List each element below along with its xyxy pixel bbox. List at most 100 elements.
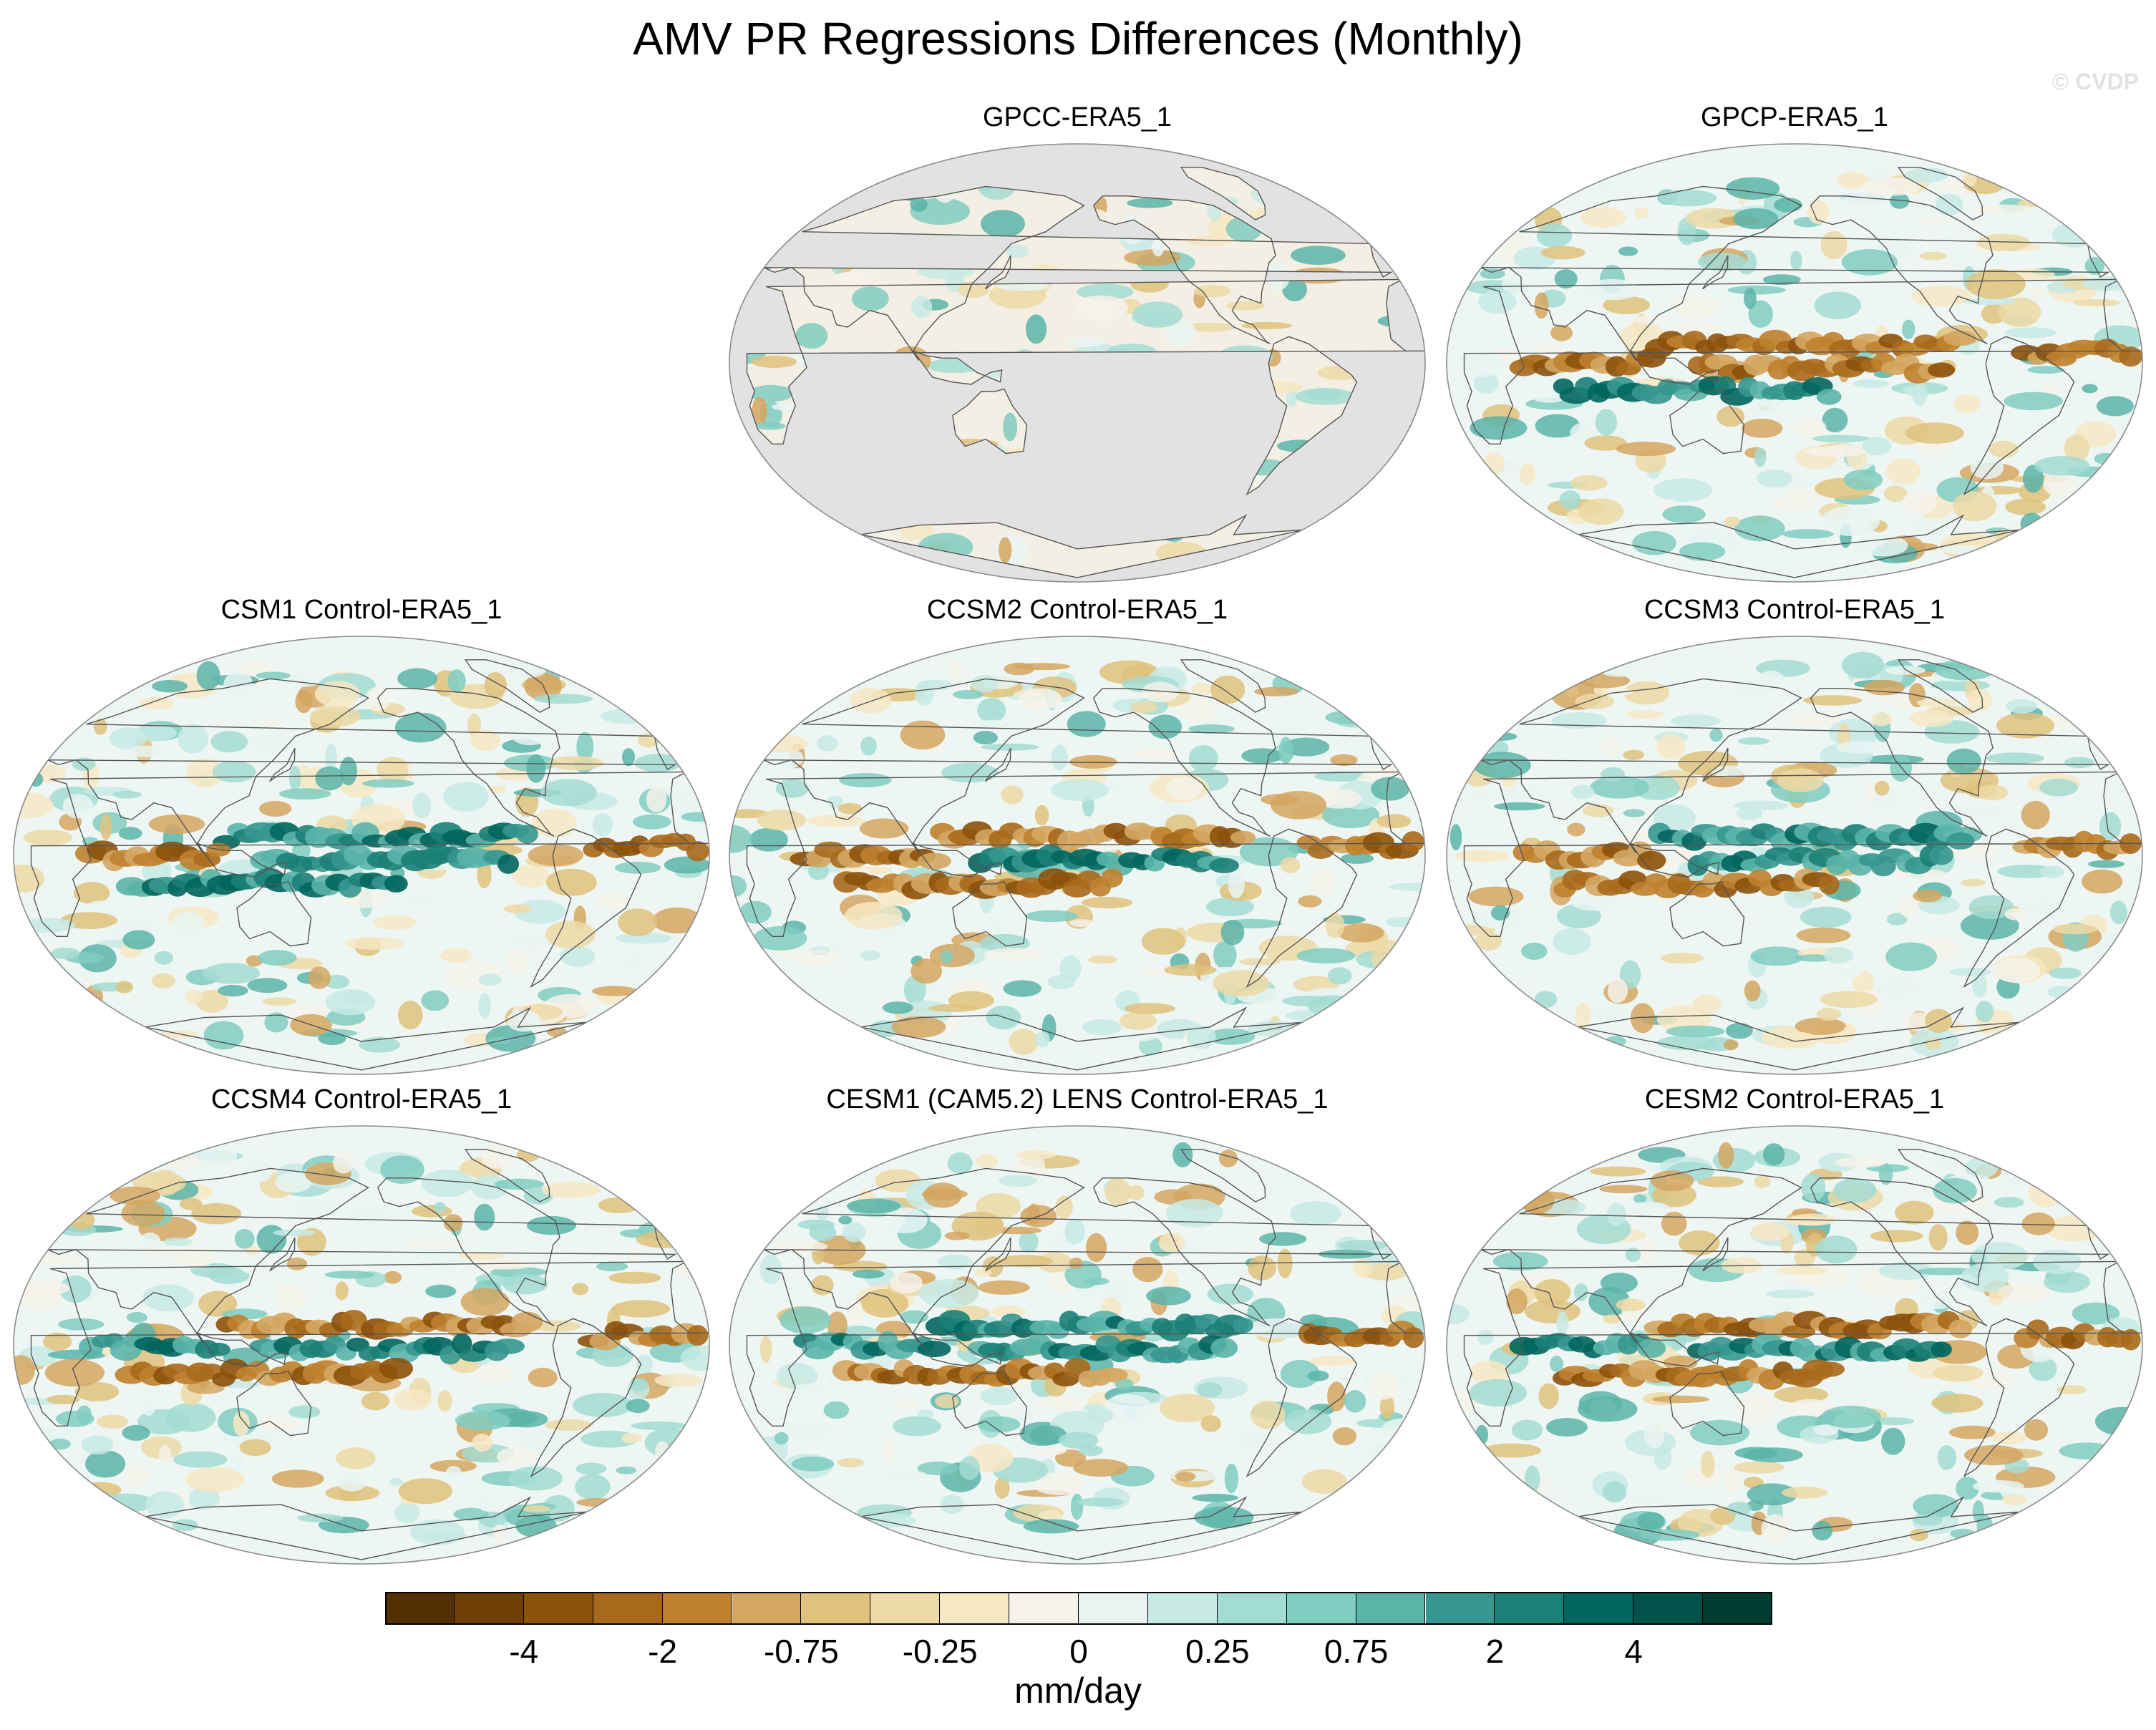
coastline-australia — [236, 880, 312, 947]
colorbar-tick-label: 2 — [1485, 1633, 1505, 1670]
coastline-samerica — [530, 828, 642, 988]
colorbar-swatch — [940, 1592, 1010, 1625]
precip-field — [14, 1142, 709, 1545]
coastlines — [1463, 659, 2142, 1071]
colorbar-swatch — [1286, 1592, 1356, 1625]
coastline-greenland — [1180, 1149, 1266, 1202]
coastlines — [1463, 167, 2142, 578]
coastline-australia — [1669, 1370, 1745, 1437]
coastline-samerica — [1963, 336, 2075, 496]
coastline-japan — [1702, 1237, 1729, 1272]
coastline-greenland — [1180, 167, 1266, 220]
colorbar-swatch — [1079, 1592, 1148, 1625]
colorbar-tick-label: 0 — [1069, 1633, 1088, 1670]
panel-title: CCSM2 Control-ERA5_1 — [926, 595, 1228, 625]
coastline-indonesia — [1628, 349, 1720, 385]
map-border — [1446, 1125, 2143, 1565]
coastline-indonesia — [195, 1331, 287, 1367]
coastline-namerica — [1810, 195, 1994, 344]
colorbar-swatch — [1147, 1592, 1218, 1625]
coastline-japan — [985, 1237, 1011, 1272]
colorbar-swatch — [870, 1592, 941, 1625]
colorbar-swatch — [662, 1592, 732, 1625]
coastline-greenland — [1180, 659, 1266, 713]
coastline-greenland — [1897, 659, 1983, 713]
colorbar-swatch — [523, 1592, 593, 1625]
map-panel-ccsm3: CCSM3 Control-ERA5_1 — [1440, 594, 2149, 1081]
coastline-antarctica — [860, 514, 1304, 578]
coastline-greenland — [464, 1149, 550, 1202]
world-map — [1446, 143, 2143, 583]
coastlines — [30, 1149, 709, 1560]
coastline-namerica — [1092, 688, 1276, 837]
coastlines — [30, 659, 709, 1071]
map-border — [1446, 143, 2143, 583]
map-border — [729, 636, 1426, 1075]
coastline-greenland — [1897, 1149, 1983, 1202]
colorbar-tick-label: -0.25 — [902, 1633, 978, 1670]
colorbar — [385, 1592, 1772, 1626]
coastline-antarctica — [1578, 1496, 2021, 1560]
colorbar-swatch — [454, 1592, 524, 1625]
colorbar-tick-label: 0.75 — [1324, 1633, 1389, 1670]
coastline-eurasia — [47, 678, 677, 854]
coastline-japan — [269, 1237, 296, 1272]
colorbar-tick-label: 4 — [1624, 1633, 1643, 1670]
world-map — [1446, 1125, 2143, 1565]
coastline-antarctica — [1578, 1006, 2021, 1071]
colorbar-swatch — [1495, 1592, 1565, 1625]
coastline-australia — [1669, 388, 1745, 455]
colorbar-units: mm/day — [1014, 1671, 1142, 1711]
coastlines — [746, 659, 1425, 1071]
coastline-namerica — [377, 688, 560, 837]
coastline-namerica — [1810, 688, 1994, 837]
world-map — [13, 636, 710, 1075]
coastline-africa — [30, 771, 709, 937]
colorbar-tick-label: -0.75 — [763, 1633, 839, 1670]
coastline-japan — [985, 747, 1011, 782]
panel-title: GPCC-ERA5_1 — [983, 102, 1172, 132]
coastline-indonesia — [1628, 1331, 1720, 1367]
precip-field — [1456, 164, 2142, 564]
colorbar-swatch — [1009, 1592, 1079, 1625]
coastline-samerica — [1963, 1318, 2075, 1478]
coastline-antarctica — [145, 1006, 588, 1071]
coastline-antarctica — [860, 1006, 1304, 1071]
coastline-samerica — [1245, 828, 1358, 988]
colorbar-swatch — [1633, 1592, 1704, 1625]
coastline-africa — [746, 771, 1425, 937]
coastline-eurasia — [1480, 1167, 2110, 1343]
map-panel-ccsm4: CCSM4 Control-ERA5_1 — [7, 1084, 716, 1570]
coastline-eurasia — [763, 1167, 1393, 1343]
coastline-namerica — [377, 1177, 560, 1326]
coastline-australia — [952, 880, 1028, 947]
coastline-namerica — [1810, 1177, 1994, 1326]
colorbar-swatch — [801, 1592, 871, 1625]
map-border — [729, 143, 1426, 583]
colorbar-swatch — [1356, 1592, 1426, 1625]
precip-field — [1447, 1142, 2142, 1547]
coastline-greenland — [1897, 167, 1983, 220]
coastline-antarctica — [145, 1496, 588, 1560]
coastlines — [746, 167, 1425, 578]
map-panel-cesm1: CESM1 (CAM5.2) LENS Control-ERA5_1 — [723, 1084, 1432, 1570]
colorbar-swatch — [1703, 1592, 1772, 1625]
colorbar-tick-label: 0.25 — [1185, 1633, 1250, 1670]
coastline-indonesia — [911, 842, 1003, 878]
coastline-indonesia — [1628, 842, 1720, 878]
coastline-africa — [746, 1260, 1425, 1427]
coastline-australia — [952, 388, 1028, 455]
coastline-samerica — [530, 1318, 642, 1478]
world-map — [13, 1125, 710, 1565]
coastline-indonesia — [911, 1331, 1003, 1367]
map-border — [729, 1125, 1426, 1565]
figure-title: AMV PR Regressions Differences (Monthly) — [633, 13, 1523, 64]
coastline-eurasia — [47, 1167, 677, 1343]
colorbar-swatch — [1564, 1592, 1634, 1625]
world-map — [729, 143, 1426, 583]
coastline-japan — [1702, 747, 1729, 782]
map-panel-ccsm2: CCSM2 Control-ERA5_1 — [723, 594, 1432, 1081]
colorbar-tick-label: -4 — [509, 1633, 539, 1670]
coastline-australia — [1669, 880, 1745, 947]
coastline-australia — [236, 1370, 312, 1437]
